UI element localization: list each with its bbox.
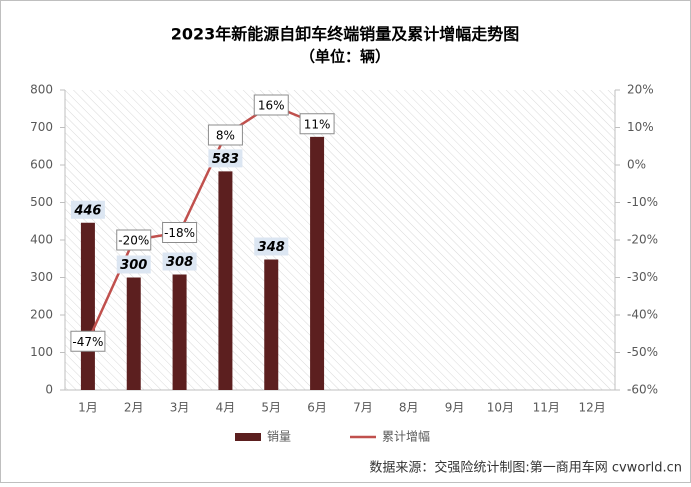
y-tick-label: 400 — [30, 233, 53, 247]
bar-label: 583 — [212, 152, 239, 167]
bar-label: 308 — [166, 255, 193, 270]
x-tick-label: 12月 — [578, 401, 605, 415]
bar — [218, 171, 233, 390]
bar — [126, 277, 141, 390]
plot-area — [65, 90, 615, 390]
x-tick-label: 10月 — [487, 401, 514, 415]
line-label: -47% — [72, 335, 103, 349]
line-label-bg — [253, 94, 289, 116]
bar-label: 300 — [120, 258, 147, 273]
bar-label-bg — [208, 149, 243, 168]
legend-swatch — [235, 433, 261, 441]
bar-label-bg — [116, 255, 151, 274]
legend-label: 累计增幅 — [382, 429, 430, 444]
y-tick-label: 300 — [30, 270, 53, 284]
bar — [172, 274, 187, 390]
line-label: -18% — [164, 226, 195, 240]
bar-label-bg — [162, 252, 197, 271]
x-tick-label: 2月 — [124, 401, 144, 415]
line-label-bg — [70, 330, 106, 352]
x-tick-label: 11月 — [533, 401, 560, 415]
y-tick-label: 0 — [45, 383, 53, 397]
y2-tick-label: -30% — [627, 270, 658, 284]
bar-label: 446 — [73, 203, 101, 218]
line-label: 11% — [304, 117, 331, 131]
bar — [80, 222, 95, 390]
x-tick-label: 6月 — [307, 401, 327, 415]
y2-tick-label: 10% — [627, 120, 654, 134]
y-tick-label: 100 — [30, 345, 53, 359]
chart-subtitle: （单位：辆） — [300, 48, 390, 66]
x-tick-label: 4月 — [216, 401, 236, 415]
line-label-bg — [207, 124, 243, 146]
source: 数据来源：交强险统计制图:第一商用车网 cvworld.cn — [369, 460, 682, 476]
bar-label-bg — [254, 237, 289, 256]
x-tick-label: 9月 — [445, 401, 465, 415]
y2-tick-label: -10% — [627, 195, 658, 209]
bar-label: 348 — [258, 240, 285, 255]
x-tick-label: 1月 — [78, 401, 98, 415]
y2-tick-label: -60% — [627, 383, 658, 397]
bar — [264, 259, 279, 390]
line-label: -20% — [118, 234, 149, 248]
chart-title: 2023年新能源自卸车终端销量及累计增幅走势图 — [171, 25, 520, 44]
line-label-bg — [299, 113, 335, 135]
y2-tick-label: -20% — [627, 233, 658, 247]
y-tick-label: 600 — [30, 158, 53, 172]
bar — [310, 136, 325, 390]
x-tick-label: 3月 — [170, 401, 190, 415]
y-tick-label: 500 — [30, 195, 53, 209]
line-label-bg — [162, 222, 198, 243]
line-label: 16% — [258, 99, 285, 113]
y2-tick-label: -40% — [627, 308, 658, 322]
y2-tick-label: -50% — [627, 345, 658, 359]
y-tick-label: 200 — [30, 308, 53, 322]
y-tick-label: 700 — [30, 120, 53, 134]
x-tick-label: 5月 — [261, 401, 281, 415]
line-label-bg — [116, 229, 152, 251]
y-tick-label: 800 — [30, 83, 53, 97]
x-tick-label: 8月 — [399, 401, 419, 415]
bar-label-bg — [70, 200, 105, 219]
line-label: 8% — [216, 129, 235, 143]
legend-label: 销量 — [267, 430, 291, 444]
y2-tick-label: 0% — [627, 158, 646, 172]
x-tick-label: 7月 — [353, 401, 373, 415]
y2-tick-label: 20% — [627, 83, 654, 97]
